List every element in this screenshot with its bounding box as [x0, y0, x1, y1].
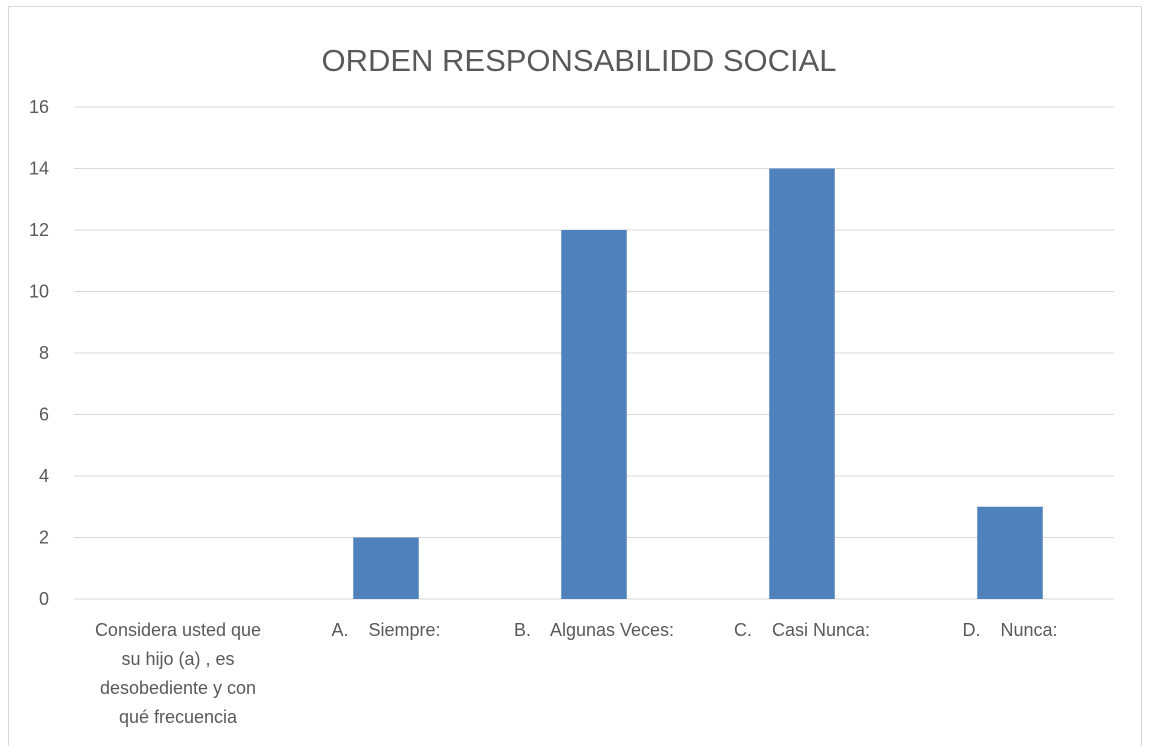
x-category-label: C. Casi Nunca:: [734, 620, 870, 640]
y-tick-label: 8: [39, 343, 49, 363]
bar-3: [769, 168, 835, 599]
x-category-label: B. Algunas Veces:: [514, 620, 674, 640]
x-category-line: C. Casi Nunca:: [734, 620, 870, 640]
y-tick-label: 12: [29, 220, 49, 240]
y-tick-label: 4: [39, 466, 49, 486]
y-tick-label: 0: [39, 589, 49, 609]
bar-chart: ORDEN RESPONSABILIDD SOCIAL 0 2 4 6 8 10 12 14 1…: [29, 43, 1114, 727]
x-category-label: A. Siempre:: [331, 620, 440, 640]
y-tick-label: 16: [29, 97, 49, 117]
bar-2: [561, 230, 627, 599]
bar-4: [977, 506, 1043, 599]
y-tick-label: 14: [29, 159, 49, 179]
x-category-line: qué frecuencia: [119, 707, 238, 727]
y-tick-label: 6: [39, 405, 49, 425]
chart-title: ORDEN RESPONSABILIDD SOCIAL: [321, 43, 836, 78]
x-category-label: D. Nunca:: [962, 620, 1057, 640]
chart-frame: ORDEN RESPONSABILIDD SOCIAL 0 2 4 6 8 10 12 14 1…: [8, 6, 1142, 746]
x-category-line: su hijo (a) , es: [121, 649, 234, 669]
x-category-label: Considera usted que su hijo (a) , es desob…: [95, 620, 261, 727]
bars: [353, 168, 1043, 599]
x-category-line: D. Nunca:: [962, 620, 1057, 640]
y-tick-label: 2: [39, 528, 49, 548]
x-axis-categories: Considera usted que su hijo (a) , es desob…: [95, 620, 1058, 727]
y-axis-ticks: 0 2 4 6 8 10 12 14 16: [29, 97, 49, 609]
y-tick-label: 10: [29, 282, 49, 302]
x-category-line: desobediente y con: [100, 678, 256, 698]
x-category-line: A. Siempre:: [331, 620, 440, 640]
bar-1: [353, 537, 419, 599]
x-category-line: B. Algunas Veces:: [514, 620, 674, 640]
x-category-line: Considera usted que: [95, 620, 261, 640]
